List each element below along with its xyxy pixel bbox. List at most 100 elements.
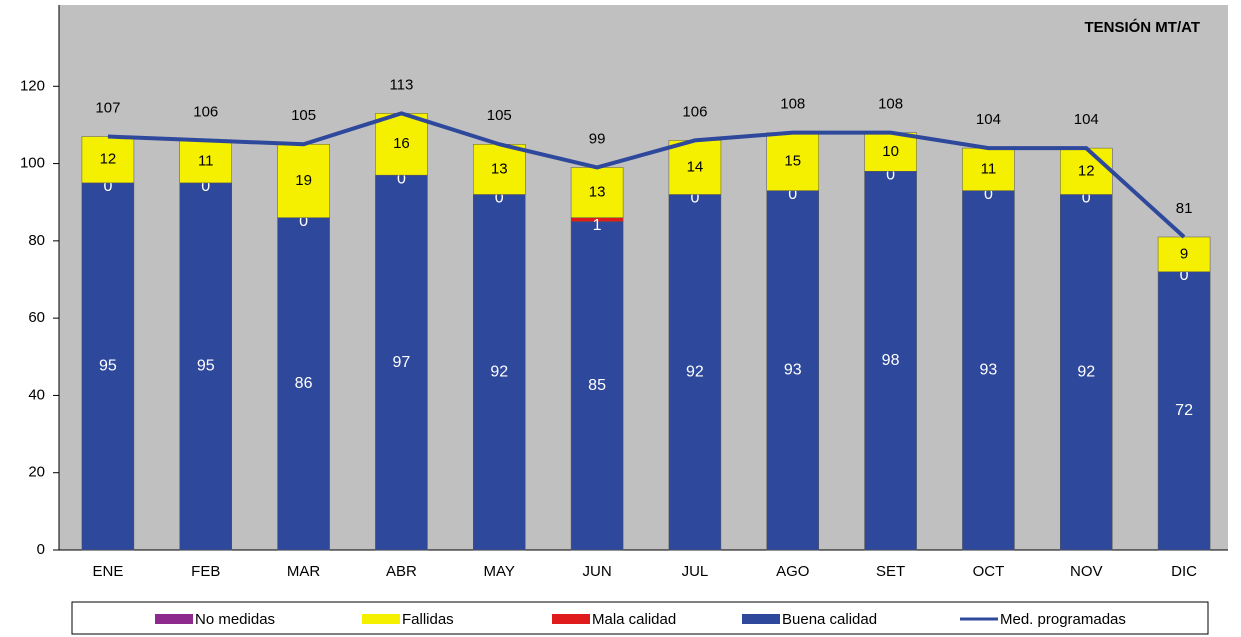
bar-segment xyxy=(473,144,526,195)
data-label: 86 xyxy=(295,375,313,392)
y-tick-label: 80 xyxy=(28,232,45,249)
data-label: 0 xyxy=(201,178,210,195)
legend-box xyxy=(71,601,1209,635)
y-tick-label: 20 xyxy=(28,464,45,481)
legend-label: No medidas xyxy=(195,611,275,628)
legend-label: Buena calidad xyxy=(782,611,877,628)
data-label: 92 xyxy=(686,363,704,380)
x-tick-label: NOV xyxy=(1070,563,1103,580)
x-tick-label: FEB xyxy=(191,563,220,580)
x-tick-label: JUN xyxy=(582,563,611,580)
line-label: 81 xyxy=(1176,200,1193,217)
data-label: 1 xyxy=(593,217,602,234)
line-label: 113 xyxy=(389,76,413,93)
data-label: 13 xyxy=(491,160,508,177)
line-label: 108 xyxy=(780,96,805,113)
legend-swatch xyxy=(362,614,400,624)
x-tick-label: SET xyxy=(876,563,905,580)
y-tick-label: 60 xyxy=(28,309,45,326)
bar-segment xyxy=(668,140,722,195)
data-label: 93 xyxy=(784,362,802,379)
bar-segment xyxy=(668,194,722,551)
legend-swatch xyxy=(155,614,193,624)
x-tick-label: MAY xyxy=(484,563,515,580)
data-label: 12 xyxy=(100,151,117,168)
data-label: 0 xyxy=(788,186,797,203)
line-label: 105 xyxy=(291,107,316,124)
bar-segment xyxy=(179,140,232,184)
bar-segment xyxy=(473,194,526,551)
data-label: 98 xyxy=(882,352,900,369)
bar-segment xyxy=(375,174,428,551)
data-label: 11 xyxy=(981,160,997,177)
line-label: 107 xyxy=(95,99,120,116)
y-tick-label: 40 xyxy=(28,386,45,403)
bar-segment xyxy=(766,190,819,551)
data-label: 0 xyxy=(690,190,699,207)
bar-segment xyxy=(81,182,135,551)
data-label: 15 xyxy=(784,153,801,170)
x-tick-label: ENE xyxy=(92,563,123,580)
bar-segment xyxy=(277,144,330,218)
data-label: 0 xyxy=(1082,190,1091,207)
data-label: 13 xyxy=(589,184,606,201)
data-label: 10 xyxy=(882,143,899,160)
bar-segment xyxy=(962,147,1015,191)
data-label: 9 xyxy=(1180,245,1188,262)
line-label: 105 xyxy=(487,107,512,124)
bar-segment xyxy=(1060,194,1113,551)
data-label: 0 xyxy=(886,167,895,184)
line-label: 106 xyxy=(193,103,218,120)
data-label: 19 xyxy=(295,172,312,189)
data-label: 95 xyxy=(99,358,117,375)
bar-segment xyxy=(179,182,232,551)
line-label: 106 xyxy=(682,103,707,120)
data-label: 72 xyxy=(1175,402,1193,419)
legend-swatch xyxy=(742,614,780,624)
data-label: 85 xyxy=(588,377,606,394)
x-tick-label: MAR xyxy=(287,563,321,580)
x-tick-label: DIC xyxy=(1171,563,1197,580)
x-tick-label: ABR xyxy=(386,563,417,580)
data-label: 14 xyxy=(687,158,704,175)
line-label: 99 xyxy=(589,130,606,147)
x-tick-label: AGO xyxy=(776,563,809,580)
line-label: 104 xyxy=(1074,111,1099,128)
data-label: 92 xyxy=(490,363,508,380)
bar-segment xyxy=(570,221,624,551)
x-tick-label: JUL xyxy=(682,563,709,580)
y-tick-label: 100 xyxy=(20,155,45,172)
bar-segment xyxy=(1060,147,1113,195)
legend-label: Med. programadas xyxy=(1000,611,1126,628)
data-label: 0 xyxy=(495,190,504,207)
data-label: 97 xyxy=(393,354,411,371)
chart-title: TENSIÓN MT/AT xyxy=(1084,18,1200,36)
bar-segment xyxy=(1157,271,1211,551)
data-label: 0 xyxy=(103,178,112,195)
bar-segment xyxy=(962,190,1015,551)
line-label: 108 xyxy=(878,96,903,113)
legend-label: Mala calidad xyxy=(592,611,676,628)
data-label: 11 xyxy=(198,153,214,170)
y-tick-label: 120 xyxy=(20,77,45,94)
data-label: 0 xyxy=(299,213,308,230)
legend-label: Fallidas xyxy=(402,611,454,628)
data-label: 0 xyxy=(1180,267,1189,284)
line-series xyxy=(107,111,1186,239)
bar-segment xyxy=(864,171,917,551)
legend-swatch xyxy=(552,614,590,624)
data-label: 0 xyxy=(984,186,993,203)
y-tick-label: 0 xyxy=(37,541,45,558)
line-label: 104 xyxy=(976,111,1001,128)
bar-segment xyxy=(375,113,428,176)
data-label: 12 xyxy=(1078,162,1095,179)
data-label: 95 xyxy=(197,358,215,375)
plot-background xyxy=(59,5,1228,550)
data-label: 92 xyxy=(1077,363,1095,380)
bar-segment xyxy=(864,132,917,172)
data-label: 93 xyxy=(980,362,998,379)
data-label: 16 xyxy=(393,135,410,152)
x-tick-label: OCT xyxy=(973,563,1005,580)
bar-segment xyxy=(1157,236,1211,273)
